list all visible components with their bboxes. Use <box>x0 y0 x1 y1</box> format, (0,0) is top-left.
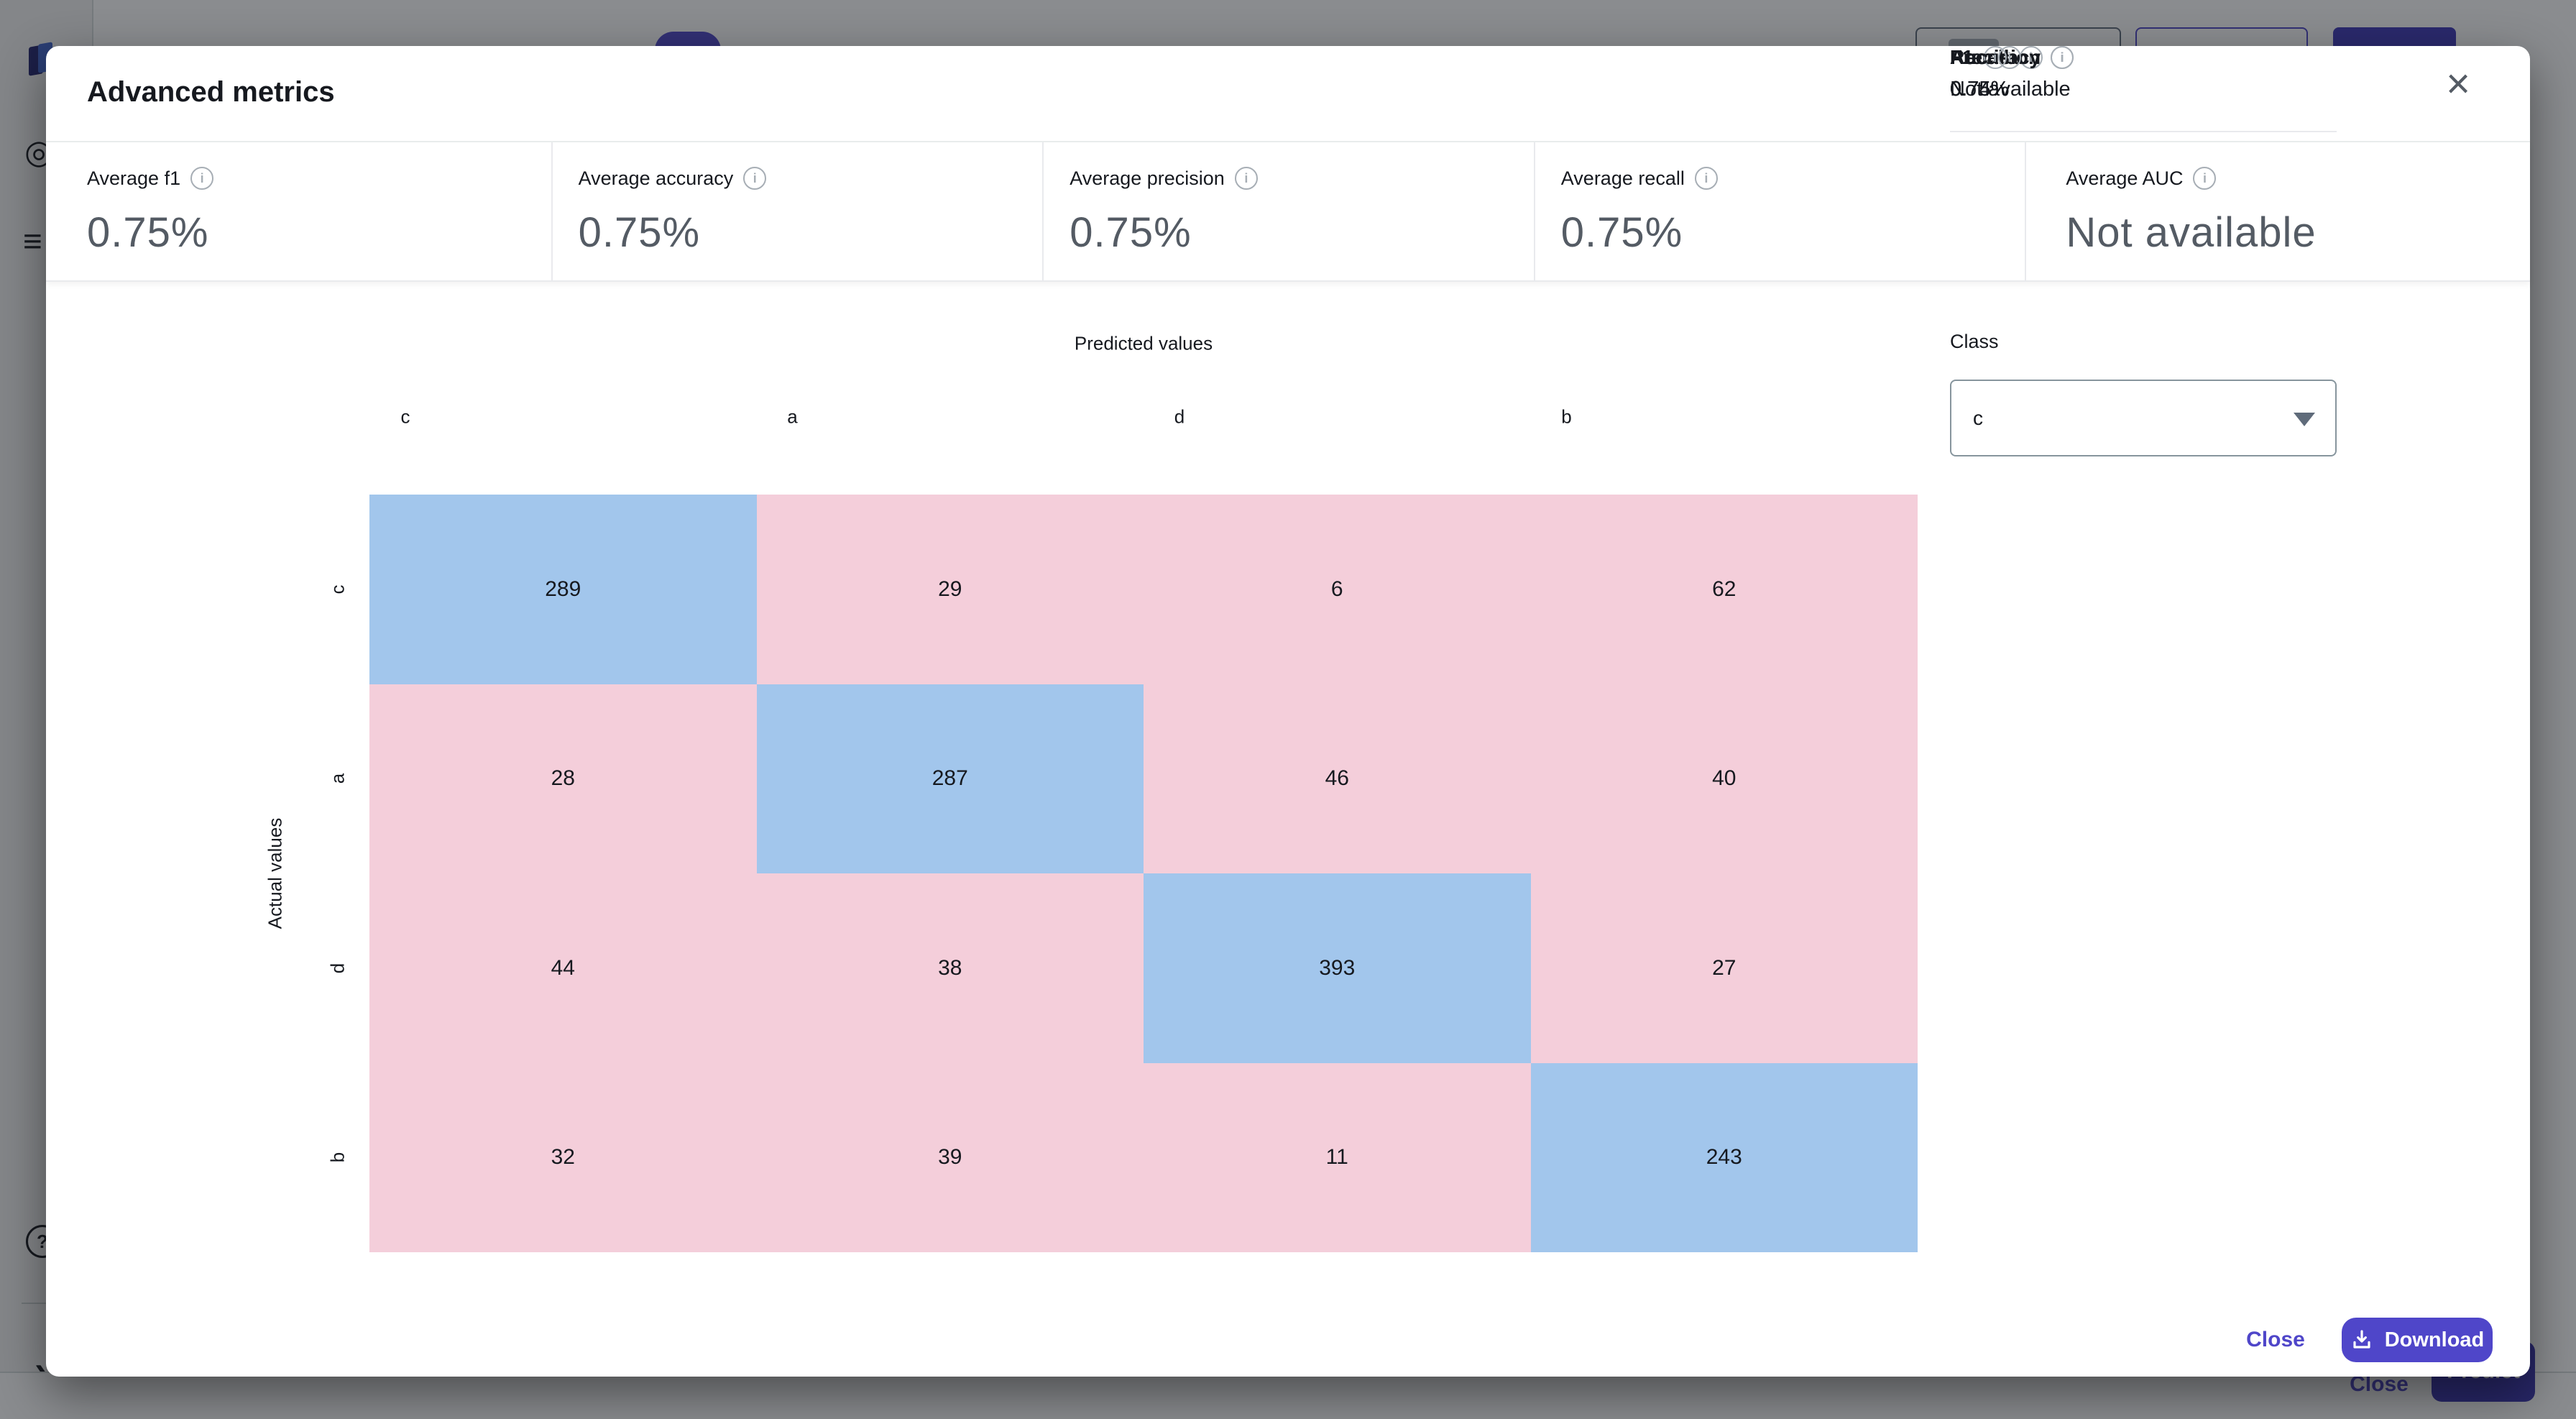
matrix-cell-d-c: 44 <box>369 873 757 1063</box>
y-tick-c: c <box>326 584 349 594</box>
advanced-metrics-modal: Advanced metrics × Average f1 i 0.75% Ave… <box>46 46 2530 1377</box>
metric-average-f1: Average f1 i 0.75% <box>46 142 551 280</box>
modal-title: Advanced metrics <box>87 76 335 108</box>
metric-value: 0.75% <box>578 209 701 256</box>
class-metric-auc: Auc i Not available <box>1950 46 2337 132</box>
y-tick-d: d <box>326 963 349 973</box>
download-button-label: Download <box>2384 1328 2485 1351</box>
matrix-cell-c-a: 29 <box>756 495 1144 684</box>
info-icon[interactable]: i <box>1694 167 1718 190</box>
class-dropdown-value: c <box>1973 406 1983 429</box>
class-metric-value: Not available <box>1950 78 2071 101</box>
metric-average-precision: Average precision i 0.75% <box>1042 142 1534 280</box>
metric-average-accuracy: Average accuracy i 0.75% <box>551 142 1043 280</box>
matrix-cell-a-a: 287 <box>756 684 1144 873</box>
x-tick-c: c <box>400 405 410 428</box>
info-icon[interactable]: i <box>2193 167 2217 190</box>
chevron-down-icon <box>2294 412 2315 426</box>
info-icon[interactable]: i <box>190 167 214 190</box>
confusion-matrix: 289 29 6 62 28 287 46 40 44 38 393 27 32 39 11 243 <box>369 495 1918 1252</box>
info-icon[interactable]: i <box>2051 46 2074 69</box>
info-icon[interactable]: i <box>1234 167 1258 190</box>
metric-average-auc: Average AUC i Not available <box>2025 142 2530 280</box>
info-icon[interactable]: i <box>1997 46 2021 69</box>
summary-metrics-row: Average f1 i 0.75% Average accuracy i 0.75… <box>46 142 2530 282</box>
metric-value: 0.75% <box>1560 209 1683 256</box>
matrix-cell-b-a: 39 <box>756 1062 1144 1252</box>
metric-value: 0.75% <box>87 209 209 256</box>
matrix-cell-c-b: 62 <box>1530 495 1918 684</box>
class-metric-value: 0.75% <box>1950 78 2010 101</box>
y-tick-a: a <box>326 773 349 784</box>
header-divider <box>46 141 2530 142</box>
class-selector-label: Class <box>1950 331 1999 352</box>
matrix-cell-b-d: 11 <box>1144 1062 1531 1252</box>
matrix-cell-c-d: 6 <box>1144 495 1531 684</box>
x-tick-d: d <box>1174 405 1185 428</box>
info-icon[interactable]: i <box>743 167 767 190</box>
matrix-cell-c-c: 289 <box>369 495 757 684</box>
y-tick-b: b <box>326 1152 349 1163</box>
x-tick-a: a <box>787 405 798 428</box>
matrix-cell-b-c: 32 <box>369 1062 757 1252</box>
class-metric-value: 0.74% <box>1950 78 2010 101</box>
class-metric-value: 0.74% <box>1950 78 2010 101</box>
matrix-cell-d-a: 38 <box>756 873 1144 1063</box>
matrix-cell-b-b: 243 <box>1530 1062 1918 1252</box>
x-axis-title: Predicted values <box>1074 332 1213 354</box>
matrix-cell-a-d: 46 <box>1144 684 1531 873</box>
metric-value: Not available <box>2066 209 2317 256</box>
download-button[interactable]: Download <box>2342 1318 2493 1362</box>
close-icon[interactable]: × <box>2446 60 2470 107</box>
matrix-cell-a-c: 28 <box>369 684 757 873</box>
download-icon <box>2353 1330 2370 1349</box>
y-axis-title: Actual values <box>264 817 286 929</box>
matrix-cell-d-d: 393 <box>1144 873 1531 1063</box>
metric-value: 0.75% <box>1070 209 1192 256</box>
matrix-cell-a-b: 40 <box>1530 684 1918 873</box>
matrix-cell-d-b: 27 <box>1530 873 1918 1063</box>
x-tick-b: b <box>1561 405 1572 428</box>
class-metric-value: 0.75% <box>1950 78 2010 101</box>
class-dropdown[interactable]: c <box>1950 380 2337 456</box>
modal-close-button[interactable]: Close <box>2246 1328 2305 1351</box>
metric-average-recall: Average recall i 0.75% <box>1533 142 2025 280</box>
